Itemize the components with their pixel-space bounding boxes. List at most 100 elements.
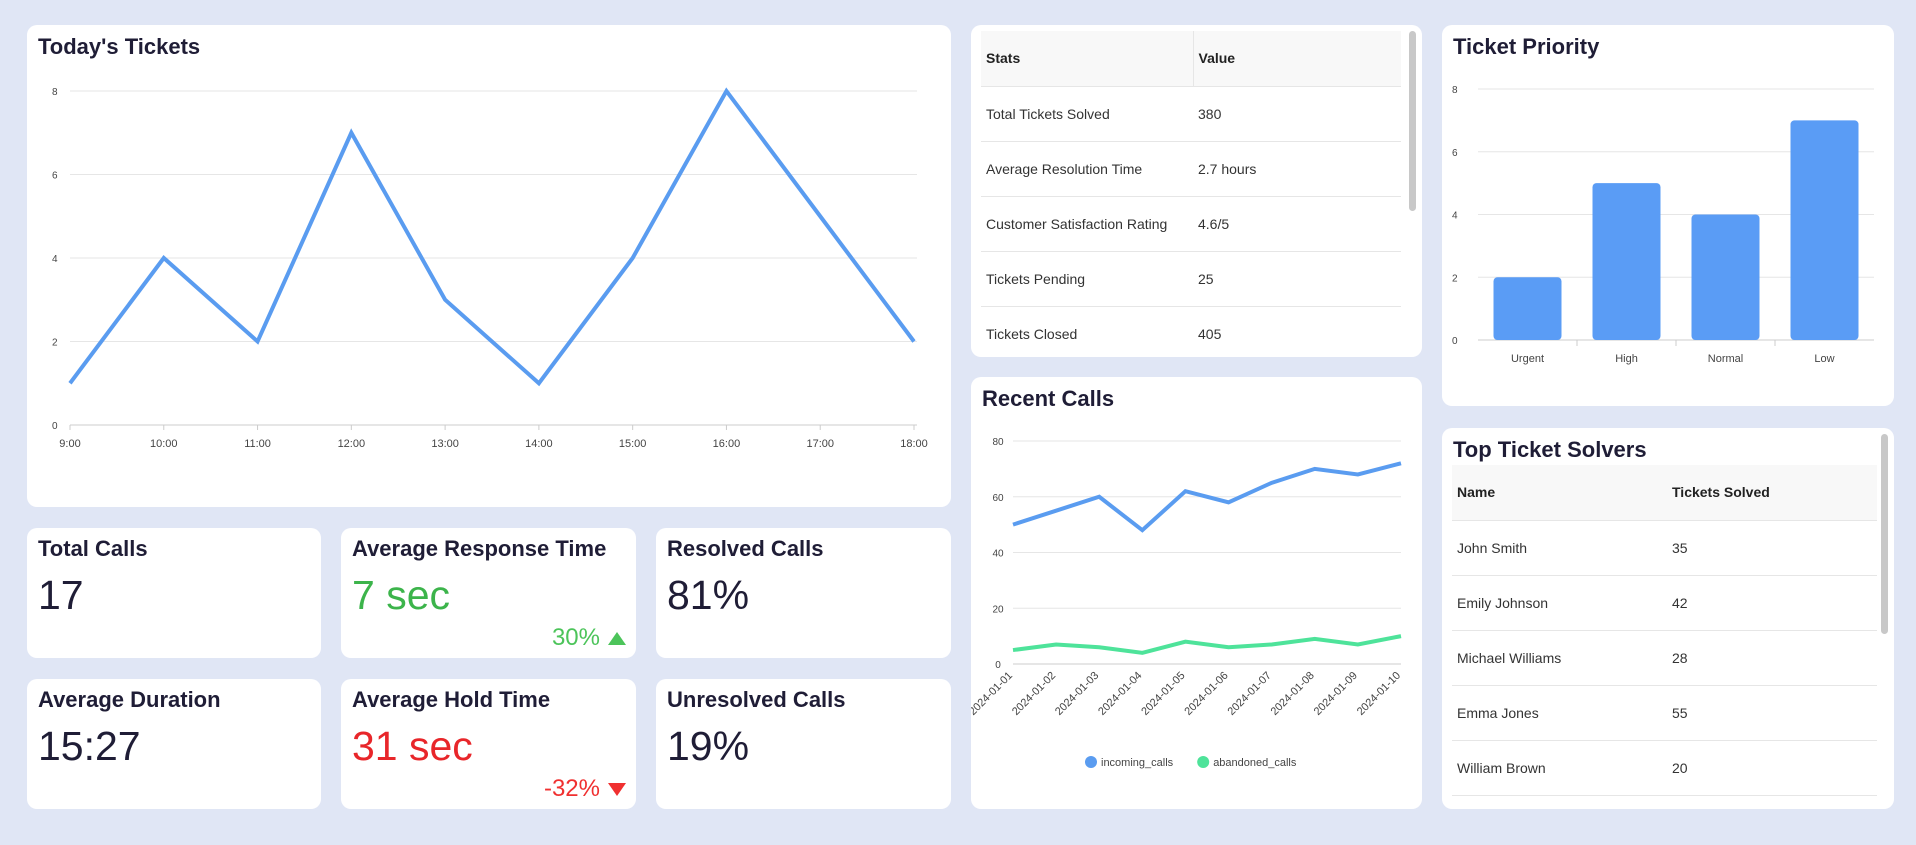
x-tick-label: 2024-01-01 <box>971 670 1015 718</box>
stats-table: Stats Value Total Tickets Solved 380 Aver… <box>981 31 1401 357</box>
top-solvers-table: Name Tickets Solved John Smith 35 Emily J… <box>1452 465 1877 796</box>
table-row: Total Tickets Solved 380 <box>981 86 1401 142</box>
y-tick-label: 80 <box>992 437 1004 448</box>
solver-name: Emma Jones <box>1452 685 1667 741</box>
solver-count: 35 <box>1667 520 1877 576</box>
avg-hold-value: 31 sec <box>352 723 473 769</box>
table-row: Tickets Closed 405 <box>981 306 1401 357</box>
y-tick-label: 40 <box>992 549 1004 560</box>
ticket-priority-chart: 0 2 4 6 8 Urgent High Normal Low <box>1452 85 1874 365</box>
stat-name: Customer Satisfaction Rating <box>981 196 1193 252</box>
x-tick-label: Low <box>1814 353 1834 365</box>
x-tick-label: 17:00 <box>806 438 834 450</box>
x-tick-label: 16:00 <box>713 438 741 450</box>
stat-name: Tickets Pending <box>981 251 1193 307</box>
avg-response-delta: 30% <box>552 624 626 652</box>
stat-value: 380 <box>1193 86 1401 142</box>
avg-hold-delta: -32% <box>544 775 626 803</box>
y-tick-label: 6 <box>1452 148 1458 159</box>
solver-name: Emily Johnson <box>1452 575 1667 631</box>
solvers-scrollbar[interactable] <box>1881 434 1888 634</box>
x-tick-label: 12:00 <box>338 438 366 450</box>
ticket-priority-title: Ticket Priority <box>1453 34 1600 59</box>
y-tick-label: 2 <box>1452 273 1458 284</box>
y-tick-label: 4 <box>1452 211 1458 222</box>
x-tick-label: Normal <box>1708 353 1743 365</box>
stats-header-row: Stats Value <box>981 31 1401 87</box>
table-row: Tickets Pending 25 <box>981 251 1401 307</box>
table-row: William Brown 20 <box>1452 740 1877 796</box>
stat-value: 405 <box>1193 306 1401 357</box>
avg-hold-title: Average Hold Time <box>352 687 551 712</box>
y-tick-label: 8 <box>1452 85 1458 96</box>
arrow-down-icon <box>608 782 626 796</box>
avg-response-delta-text: 30% <box>551 624 600 651</box>
table-row: Emily Johnson 42 <box>1452 575 1877 631</box>
bar-high <box>1592 183 1661 340</box>
unresolved-calls-card: Unresolved Calls 19% <box>656 679 951 809</box>
x-tick-label: 13:00 <box>431 438 459 450</box>
legend-label: incoming_calls <box>1101 757 1174 769</box>
solvers-header-row: Name Tickets Solved <box>1452 465 1877 521</box>
solver-count: 20 <box>1667 740 1877 796</box>
x-tick-label: 2024-01-08 <box>1269 670 1317 718</box>
bar-urgent <box>1493 277 1562 340</box>
solver-count: 28 <box>1667 630 1877 686</box>
todays-tickets-chart: 0 2 4 6 8 9:00 10:00 11:00 12:00 13:00 14:00 15:00 1… <box>52 87 928 450</box>
y-tick-label: 6 <box>52 171 58 182</box>
bar-low <box>1790 120 1859 340</box>
todays-tickets-card: Today's Tickets 0 2 4 6 8 9:00 10:00 11:00 12:00… <box>27 25 951 507</box>
avg-hold-delta-text: -32% <box>543 775 600 802</box>
bar-normal <box>1691 214 1760 340</box>
arrow-up-icon <box>608 631 626 645</box>
top-solvers-card: Top Ticket Solvers Name Tickets Solved J… <box>1442 428 1894 809</box>
avg-hold-card: Average Hold Time 31 sec -32% <box>341 679 636 809</box>
total-calls-card: Total Calls 17 <box>27 528 321 658</box>
y-tick-label: 4 <box>52 254 58 265</box>
solvers-header-name: Name <box>1452 465 1667 521</box>
unresolved-calls-title: Unresolved Calls <box>667 687 846 712</box>
x-tick-label: 2024-01-09 <box>1312 670 1360 718</box>
avg-duration-card: Average Duration 15:27 <box>27 679 321 809</box>
x-tick-label: 2024-01-02 <box>1010 670 1058 718</box>
unresolved-calls-value: 19% <box>667 723 750 769</box>
recent-calls-chart: 0204060802024-01-012024-01-022024-01-032… <box>971 437 1403 769</box>
table-row: John Smith 35 <box>1452 520 1877 576</box>
y-tick-label: 2 <box>52 338 58 349</box>
top-solvers-title: Top Ticket Solvers <box>1453 437 1647 462</box>
recent-calls-title: Recent Calls <box>982 386 1115 411</box>
x-tick-label: Urgent <box>1511 353 1544 365</box>
x-tick-label: 11:00 <box>244 438 271 450</box>
avg-duration-value: 15:27 <box>38 723 141 769</box>
x-tick-label: 15:00 <box>619 438 647 450</box>
y-tick-label: 20 <box>992 604 1004 615</box>
table-row: Average Resolution Time 2.7 hours <box>981 141 1401 197</box>
x-tick-label: 14:00 <box>525 438 553 450</box>
y-tick-label: 8 <box>52 87 58 98</box>
resolved-calls-value: 81% <box>667 572 750 618</box>
solver-count: 55 <box>1667 685 1877 741</box>
y-tick-label: 60 <box>992 493 1004 504</box>
x-tick-label: 2024-01-06 <box>1182 670 1230 718</box>
x-tick-label: 2024-01-10 <box>1355 670 1403 718</box>
stat-value: 4.6/5 <box>1193 196 1401 252</box>
stats-scrollbar[interactable] <box>1409 31 1416 211</box>
stats-header-stats: Stats <box>981 31 1193 87</box>
avg-response-value: 7 sec <box>352 572 450 618</box>
table-row: Michael Williams 28 <box>1452 630 1877 686</box>
table-row: Customer Satisfaction Rating 4.6/5 <box>981 196 1401 252</box>
tickets-series-line <box>68 87 916 387</box>
series-line-incoming_calls <box>1012 461 1402 533</box>
avg-duration-title: Average Duration <box>38 687 221 712</box>
stats-header-value: Value <box>1192 31 1401 87</box>
stat-name: Tickets Closed <box>981 306 1193 357</box>
ticket-priority-card: Ticket Priority 0 2 4 6 8 Urgent High Normal Low <box>1442 25 1894 406</box>
legend-dot-incoming_calls <box>1085 756 1097 768</box>
resolved-calls-card: Resolved Calls 81% <box>656 528 951 658</box>
recent-calls-card: Recent Calls 0 20 40 60 80 2024-01-01 2024-01-… <box>971 377 1422 809</box>
stat-name: Average Resolution Time <box>981 141 1193 197</box>
solver-name: William Brown <box>1452 740 1667 796</box>
todays-tickets-title: Today's Tickets <box>38 34 201 59</box>
table-row: Emma Jones 55 <box>1452 685 1877 741</box>
legend-label: abandoned_calls <box>1213 757 1297 769</box>
